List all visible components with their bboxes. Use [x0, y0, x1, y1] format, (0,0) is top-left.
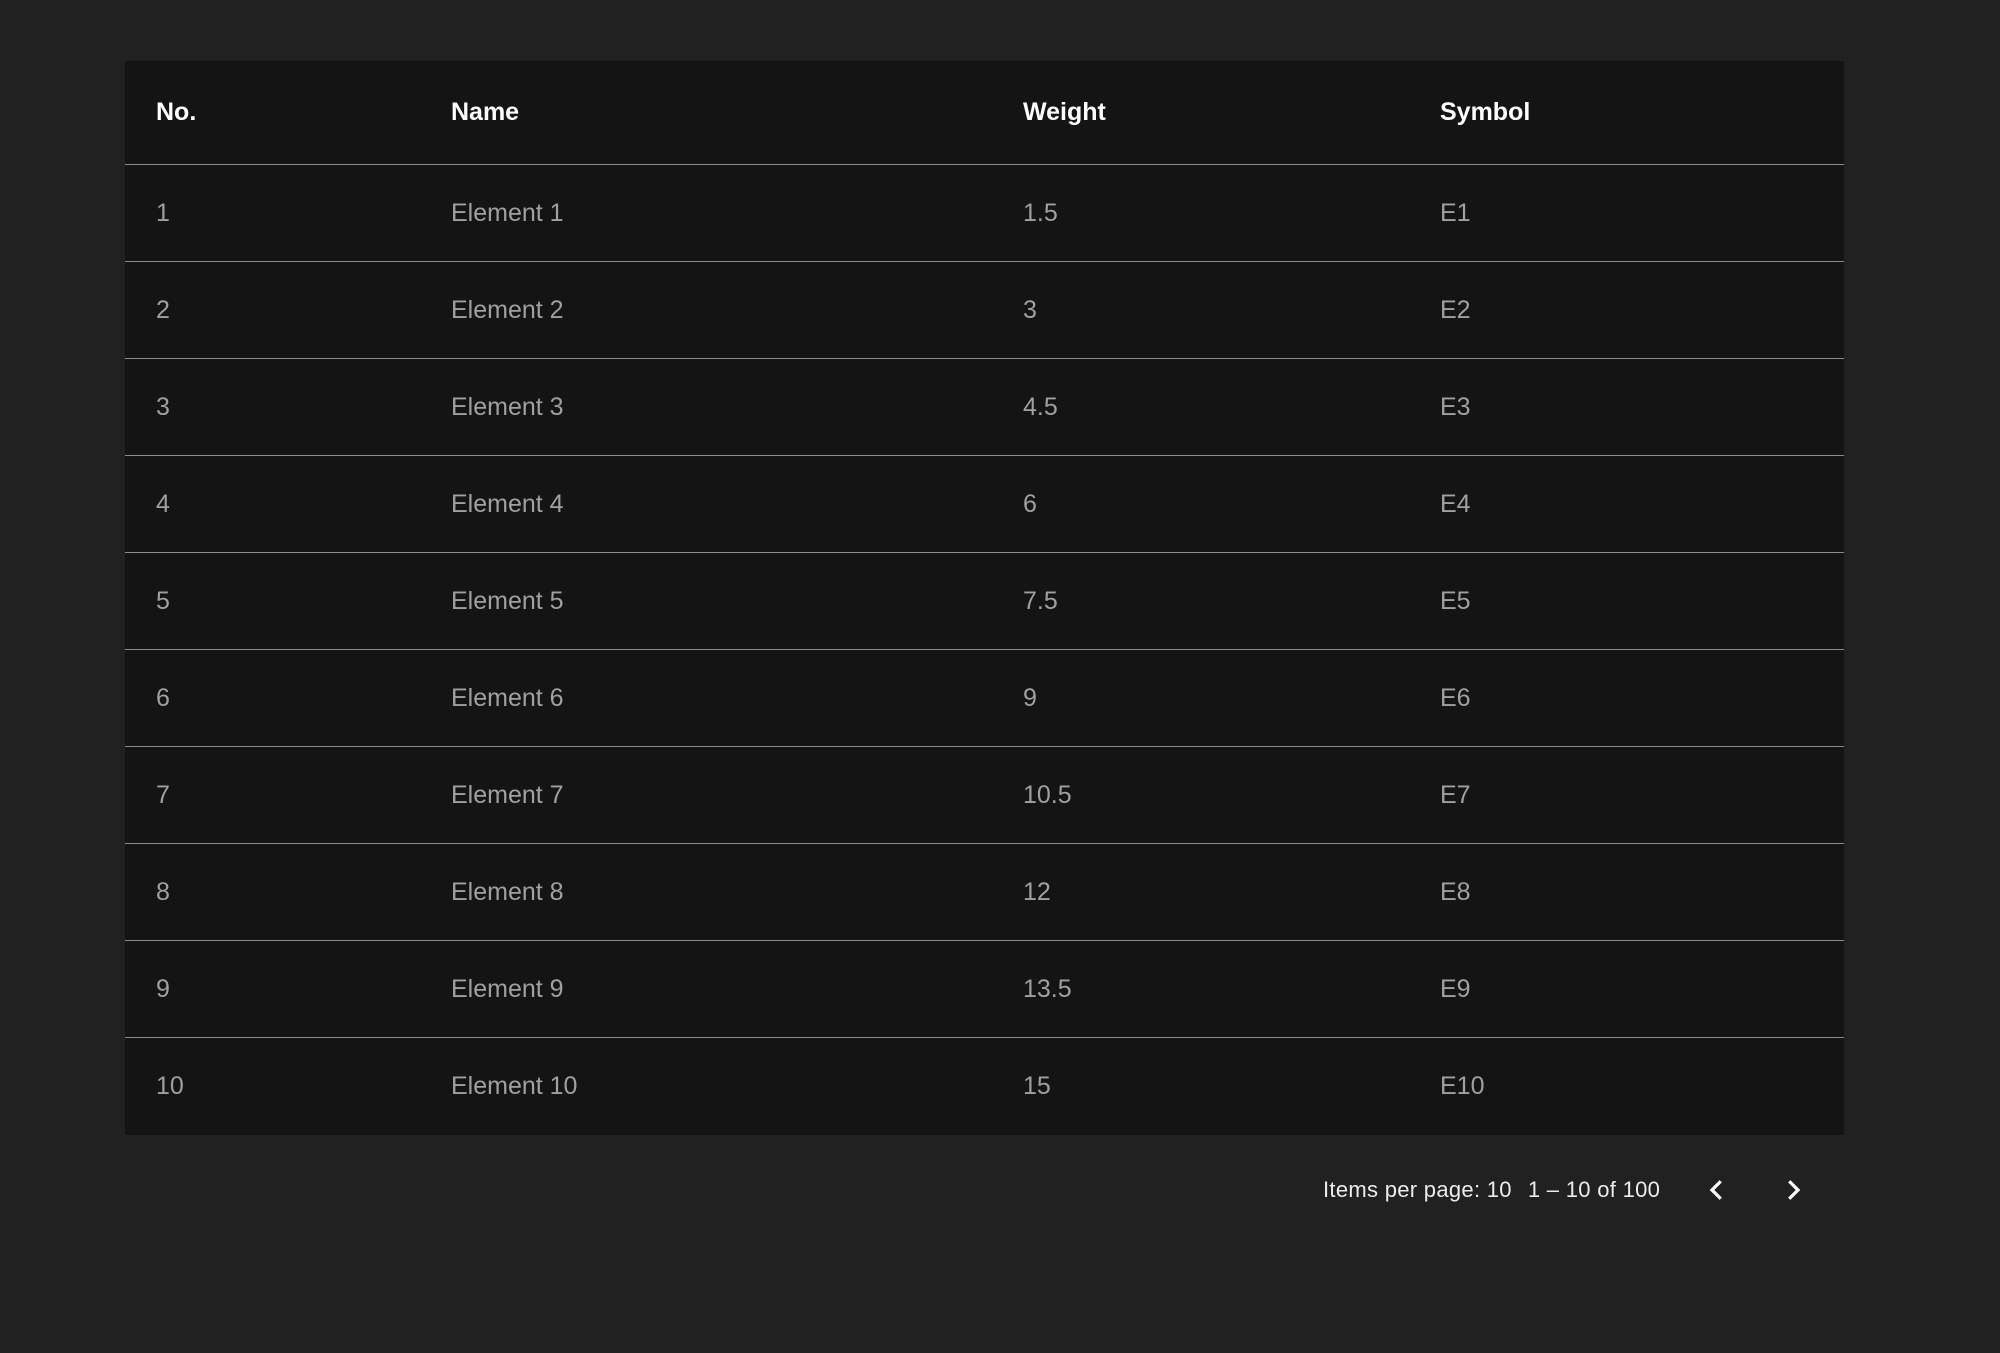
cell-name: Element 2: [451, 295, 564, 324]
previous-page-button[interactable]: [1693, 1166, 1741, 1214]
table-row: 7 Element 7 10.5 E7: [125, 747, 1844, 844]
table-row: 5 Element 5 7.5 E5: [125, 553, 1844, 650]
table-row: 3 Element 3 4.5 E3: [125, 359, 1844, 456]
items-per-page-label: Items per page: 10: [1323, 1177, 1512, 1202]
cell-no: 9: [156, 974, 170, 1003]
cell-weight: 1.5: [1023, 198, 1058, 227]
cell-symbol: E9: [1440, 974, 1471, 1003]
cell-symbol: E8: [1440, 877, 1471, 906]
cell-name: Element 7: [451, 780, 564, 809]
chevron-right-icon: [1788, 1180, 1801, 1200]
paginator: Items per page: 10 1 – 10 of 100: [1323, 1168, 1660, 1212]
cell-symbol: E7: [1440, 780, 1471, 809]
column-header-symbol: Symbol: [1440, 98, 1531, 126]
cell-no: 4: [156, 489, 170, 518]
cell-name: Element 1: [451, 198, 564, 227]
cell-symbol: E4: [1440, 489, 1471, 518]
cell-symbol: E1: [1440, 198, 1471, 227]
table-row: 8 Element 8 12 E8: [125, 844, 1844, 941]
cell-weight: 9: [1023, 683, 1037, 712]
next-page-button[interactable]: [1769, 1166, 1817, 1214]
cell-name: Element 10: [451, 1072, 578, 1100]
cell-weight: 10.5: [1023, 780, 1072, 809]
column-header-weight: Weight: [1023, 98, 1106, 126]
chevron-left-icon: [1709, 1180, 1722, 1200]
cell-name: Element 3: [451, 392, 564, 421]
table-row: 6 Element 6 9 E6: [125, 650, 1844, 747]
cell-symbol: E10: [1440, 1072, 1485, 1100]
cell-no: 3: [156, 392, 170, 421]
cell-symbol: E3: [1440, 392, 1471, 421]
cell-name: Element 8: [451, 877, 564, 906]
cell-name: Element 9: [451, 974, 564, 1003]
cell-weight: 6: [1023, 489, 1037, 518]
cell-no: 5: [156, 586, 170, 615]
table-row: 4 Element 4 6 E4: [125, 456, 1844, 553]
cell-weight: 15: [1023, 1072, 1051, 1100]
cell-weight: 12: [1023, 877, 1051, 906]
cell-no: 1: [156, 198, 170, 227]
table-header-row: No. Name Weight Symbol: [125, 61, 1844, 165]
cell-name: Element 6: [451, 683, 564, 712]
cell-weight: 4.5: [1023, 392, 1058, 421]
cell-symbol: E5: [1440, 586, 1471, 615]
cell-weight: 13.5: [1023, 974, 1072, 1003]
cell-no: 8: [156, 877, 170, 906]
cell-name: Element 5: [451, 586, 564, 615]
column-header-name: Name: [451, 98, 520, 126]
range-label: 1 – 10 of 100: [1527, 1177, 1661, 1202]
cell-name: Element 4: [451, 489, 564, 518]
cell-symbol: E6: [1440, 683, 1471, 712]
cell-no: 2: [156, 295, 170, 324]
table-row: 1 Element 1 1.5 E1: [125, 165, 1844, 262]
table-row: 2 Element 2 3 E2: [125, 262, 1844, 359]
cell-weight: 3: [1023, 295, 1037, 324]
cell-symbol: E2: [1440, 295, 1471, 324]
data-table: No. Name Weight Symbol 1 Element 1 1.5 E1 2 E…: [125, 61, 1844, 1135]
table-row: 9 Element 9 13.5 E9: [125, 941, 1844, 1038]
cell-weight: 7.5: [1023, 586, 1058, 615]
cell-no: 10: [156, 1072, 184, 1100]
cell-no: 7: [156, 780, 170, 809]
table-row: 10 Element 10 15 E10: [125, 1038, 1844, 1135]
cell-no: 6: [156, 683, 170, 712]
column-header-no: No.: [156, 98, 197, 126]
